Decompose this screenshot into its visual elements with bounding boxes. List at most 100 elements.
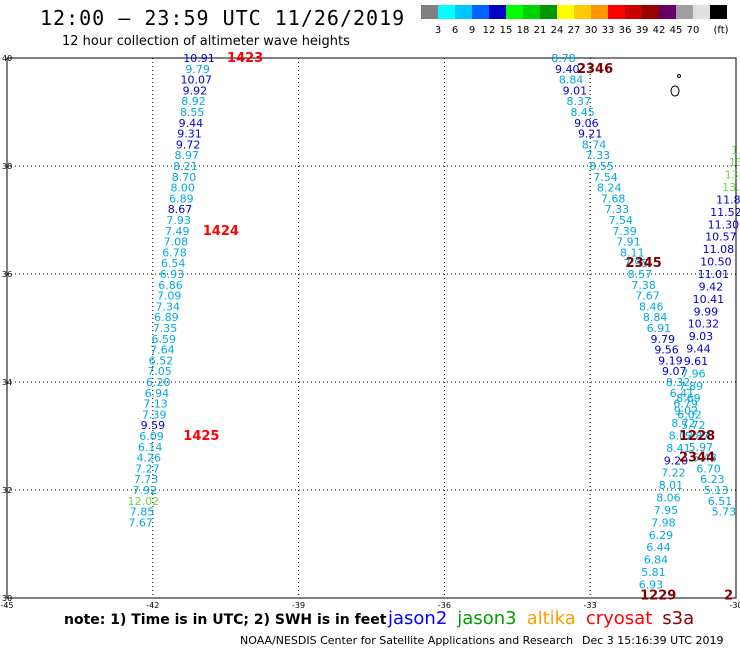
satellite-legend: jason2 jason3 altika cryosat s3a: [388, 608, 704, 629]
legend-label: 36: [618, 25, 632, 36]
wave-height-value: 8.74: [582, 138, 607, 151]
latitude-tick-label: 30: [2, 594, 12, 603]
wave-height-value: 9.72: [176, 138, 201, 151]
wave-height-value: 8.21: [173, 160, 198, 173]
wave-height-value: 8.01: [659, 479, 684, 492]
wave-height-value: 8.92: [181, 95, 206, 108]
wave-height-value: 6.09: [139, 430, 164, 443]
wave-height-value: 8.45: [570, 106, 595, 119]
wave-height-value: 9.19: [658, 354, 683, 367]
wave-height-value: 6.93: [160, 268, 185, 281]
latitude-tick-label: 36: [2, 270, 12, 279]
wave-height-value: 7.85: [130, 506, 155, 519]
legend-unit: (ft): [713, 25, 729, 36]
pass-time-tag: 2345: [626, 256, 662, 271]
wave-height-value: 8.02: [669, 429, 694, 442]
wave-height-value: 7.35: [153, 322, 178, 335]
wave-height-value: 12.02: [128, 495, 160, 508]
wave-height-tracks: 10.919.7910.079.928.928.559.449.319.728.…: [128, 52, 740, 592]
wave-height-value: 9.61: [684, 355, 709, 368]
wave-height-value: 5.73: [712, 506, 737, 519]
wave-height-value: 6.89: [169, 192, 194, 205]
wave-height-value: 6.29: [649, 529, 674, 542]
wave-height-value: 9.79: [651, 333, 676, 346]
wave-height-value: 8.24: [597, 182, 622, 195]
wave-height-value: 11.08: [703, 243, 735, 256]
legend-label: 18: [516, 25, 530, 36]
wave-height-value: 9.59: [141, 419, 166, 432]
wave-height-value: 7.68: [601, 192, 626, 205]
wave-height-value: 10.57: [705, 231, 737, 244]
legend-label: 24: [550, 25, 564, 36]
wave-height-value: 9.07: [662, 365, 687, 378]
wave-height-value: 6.23: [700, 473, 725, 486]
latitude-tick-label: 34: [2, 378, 12, 387]
pass-time-tag: 1424: [203, 224, 239, 239]
wave-height-value: 6.54: [161, 257, 186, 270]
wave-height-value: 6.78: [162, 246, 187, 259]
lat-lon-grid: [6, 57, 737, 599]
map-frame: [6, 57, 737, 599]
wave-height-value: 7.33: [586, 149, 611, 162]
wave-height-value: 9.56: [654, 344, 679, 357]
wave-height-value: 8.55: [180, 106, 205, 119]
wave-height-value: 6.14: [138, 441, 163, 454]
longitude-tick-label: -36: [438, 601, 451, 610]
axis-ticks: 40 38 36 34 32 30-45 -42 -39 -36 -33 -30: [0, 54, 740, 610]
wave-height-value: 6.41: [670, 387, 695, 400]
satellite-jason2: jason2: [388, 608, 448, 629]
legend-swatch: [710, 5, 727, 19]
legend-swatch: [523, 5, 540, 19]
legend-label: 6: [451, 25, 459, 36]
wave-height-value: 7.92: [132, 484, 157, 497]
wave-height-value: 8.57: [628, 268, 653, 281]
longitude-tick-label: -45: [0, 601, 13, 610]
legend-swatch: [574, 5, 591, 19]
wave-height-value: 7.64: [150, 344, 175, 357]
wave-height-value: 9.02: [674, 405, 699, 418]
legend-label: 42: [652, 25, 666, 36]
wave-height-value: 8.55: [589, 160, 614, 173]
legend-swatch: [591, 5, 608, 19]
wave-height-value: 5.13: [704, 484, 729, 497]
wave-height-value: 9.31: [177, 128, 202, 141]
latitude-tick-label: 32: [2, 486, 12, 495]
wave-height-value: 7.39: [612, 225, 637, 238]
footer-note: note: 1) Time is in UTC; 2) SWH is in fe…: [64, 612, 387, 628]
wave-height-value: 6.02: [677, 408, 702, 421]
wave-height-value: 8.11: [620, 246, 645, 259]
wave-height-value: 9.44: [686, 343, 711, 356]
wave-height-value: 8.78: [551, 52, 576, 65]
latitude-tick-label: 38: [2, 162, 12, 171]
wave-height-value: 6.89: [154, 311, 179, 324]
wave-height-value: 7.91: [616, 236, 641, 249]
legend-label: 15: [499, 25, 513, 36]
wave-height-value: 10.07: [181, 74, 213, 87]
legend-label: 21: [533, 25, 547, 36]
wave-height-value: 10.41: [693, 293, 725, 306]
legend-swatch: [676, 5, 693, 19]
wave-height-value: 9.44: [179, 117, 204, 130]
legend-label: 3: [434, 25, 442, 36]
legend-swatch: [625, 5, 642, 19]
legend-swatch: [693, 5, 710, 19]
wave-height-value: 13: [731, 144, 740, 157]
wave-height-value: 7.49: [165, 225, 190, 238]
credit-line: NOAA/NESDIS Center for Satellite Applica…: [240, 634, 574, 647]
wave-height-value: 9.01: [563, 84, 588, 97]
wave-height-value: 5.97: [689, 441, 714, 454]
pass-time-tag: 1228: [679, 429, 715, 444]
wave-height-value: 9.21: [578, 128, 603, 141]
wave-height-value: 7.89: [679, 380, 704, 393]
wave-height-value: 7.95: [654, 504, 679, 517]
wave-height-value: 9.99: [694, 305, 719, 318]
satellite-jason3: jason3: [457, 608, 517, 629]
map-subtitle: 12 hour collection of altimeter wave hei…: [62, 34, 350, 49]
wave-height-value: 6.59: [151, 333, 176, 346]
wave-height-value: 7.73: [134, 473, 159, 486]
wave-height-value: 9.40: [555, 63, 580, 76]
longitude-tick-label: -42: [146, 601, 159, 610]
legend-swatch: [438, 5, 455, 19]
wave-height-value: 7.98: [651, 516, 676, 529]
